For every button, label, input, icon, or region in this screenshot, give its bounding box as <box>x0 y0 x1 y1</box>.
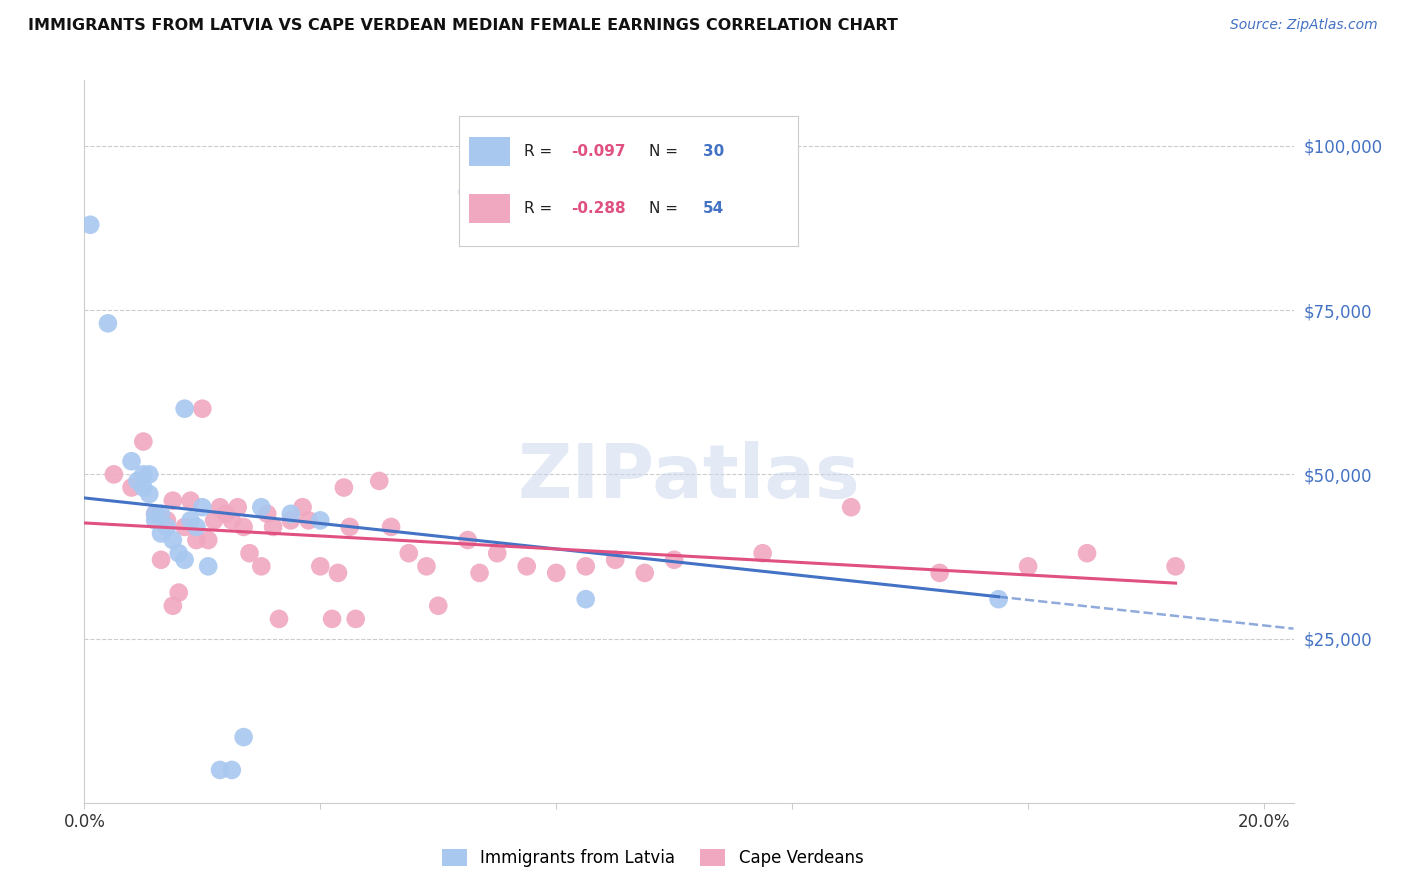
Point <box>575 559 598 574</box>
Point <box>221 763 243 777</box>
Point <box>167 546 190 560</box>
Point <box>427 599 450 613</box>
Point <box>546 566 568 580</box>
Point <box>173 401 195 416</box>
Point <box>1164 559 1187 574</box>
Point <box>344 612 367 626</box>
Point <box>267 612 290 626</box>
Point <box>191 500 214 515</box>
Point <box>138 467 160 482</box>
Point <box>238 546 260 560</box>
Point <box>215 507 238 521</box>
Point <box>368 474 391 488</box>
Point <box>208 500 231 515</box>
Point <box>664 553 686 567</box>
Text: Source: ZipAtlas.com: Source: ZipAtlas.com <box>1230 18 1378 32</box>
Point <box>150 507 173 521</box>
Point <box>186 520 208 534</box>
Point <box>291 500 314 515</box>
Point <box>226 500 249 515</box>
Point <box>150 553 173 567</box>
Point <box>173 553 195 567</box>
Point <box>103 467 125 482</box>
Point <box>232 730 254 744</box>
Point <box>180 493 202 508</box>
Point <box>516 559 538 574</box>
Point <box>297 513 319 527</box>
Point <box>605 553 627 567</box>
Point <box>121 481 143 495</box>
Point <box>575 592 598 607</box>
Point <box>197 533 219 547</box>
Point <box>486 546 509 560</box>
Point <box>202 513 225 527</box>
Point <box>262 520 284 534</box>
Point <box>97 316 120 330</box>
Point <box>132 481 155 495</box>
Point <box>280 507 302 521</box>
Point <box>167 585 190 599</box>
Point <box>127 474 149 488</box>
Point <box>191 401 214 416</box>
Point <box>208 763 231 777</box>
Point <box>173 520 195 534</box>
Point <box>415 559 437 574</box>
Point <box>398 546 420 560</box>
Point <box>197 559 219 574</box>
Point <box>156 513 179 527</box>
Point <box>156 520 179 534</box>
Point <box>280 513 302 527</box>
Point <box>1017 559 1039 574</box>
Point <box>634 566 657 580</box>
Text: ZIPatlas: ZIPatlas <box>517 442 860 514</box>
Point <box>132 467 155 482</box>
Point <box>150 526 173 541</box>
Point <box>138 487 160 501</box>
Point <box>180 513 202 527</box>
Point <box>232 520 254 534</box>
Point <box>326 566 349 580</box>
Point <box>468 566 491 580</box>
Point <box>380 520 402 534</box>
Point <box>987 592 1010 607</box>
Point <box>457 185 479 199</box>
Point <box>186 533 208 547</box>
Point <box>162 533 184 547</box>
Point <box>339 520 361 534</box>
Legend: Immigrants from Latvia, Cape Verdeans: Immigrants from Latvia, Cape Verdeans <box>436 842 870 874</box>
Point <box>309 513 332 527</box>
Text: IMMIGRANTS FROM LATVIA VS CAPE VERDEAN MEDIAN FEMALE EARNINGS CORRELATION CHART: IMMIGRANTS FROM LATVIA VS CAPE VERDEAN M… <box>28 18 898 33</box>
Point <box>839 500 862 515</box>
Point <box>132 434 155 449</box>
Point <box>79 218 101 232</box>
Point <box>309 559 332 574</box>
Point <box>143 507 166 521</box>
Point <box>121 454 143 468</box>
Point <box>143 507 166 521</box>
Point <box>333 481 356 495</box>
Point <box>321 612 343 626</box>
Point <box>143 513 166 527</box>
Point <box>457 533 479 547</box>
Point <box>162 599 184 613</box>
Point <box>751 546 773 560</box>
Point <box>928 566 950 580</box>
Point <box>221 513 243 527</box>
Point <box>250 559 273 574</box>
Point <box>250 500 273 515</box>
Point <box>1076 546 1098 560</box>
Point <box>162 493 184 508</box>
Point <box>256 507 278 521</box>
